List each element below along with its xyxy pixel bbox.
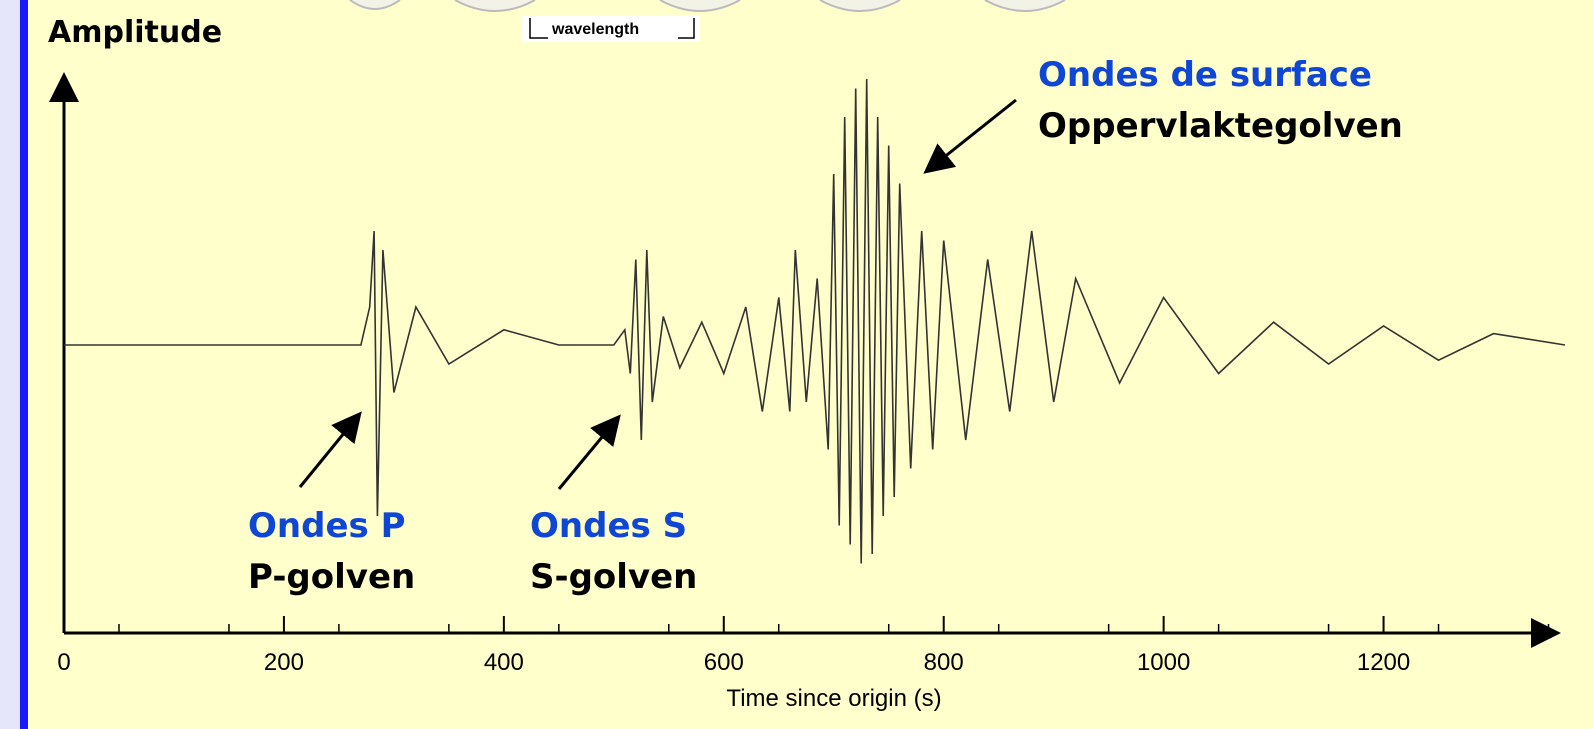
p-wave-label-fr: Ondes P (248, 506, 406, 546)
x-tick-label: 600 (704, 649, 744, 676)
seismogram-trace (64, 78, 1566, 564)
p-wave-arrow (298, 411, 362, 488)
s-wave-arrow (557, 414, 621, 490)
x-axis-ticks: 0 200 400 600 800 1000 1200 (57, 616, 1550, 676)
p-wave-label-nl: P-golven (248, 557, 415, 597)
wavelength-label-box (522, 16, 700, 42)
x-tick-label: 200 (264, 649, 304, 676)
x-tick-label: 400 (484, 649, 524, 676)
left-side-panel (0, 0, 20, 729)
y-axis-label: Amplitude (48, 15, 222, 50)
x-tick-label: 1000 (1137, 649, 1190, 676)
wavelength-inset: wavelength (349, 0, 1066, 42)
x-tick-label: 1200 (1357, 649, 1410, 676)
surface-wave-arrow (923, 98, 1017, 174)
wavelength-bracket (529, 18, 695, 39)
s-wave-label-fr: Ondes S (530, 506, 687, 546)
x-axis-label: Time since origin (s) (726, 685, 941, 712)
wavelength-label: wavelength (551, 21, 639, 38)
x-tick-label: 800 (924, 649, 964, 676)
x-tick-label: 0 (57, 649, 70, 676)
surface-wave-label-fr: Ondes de surface (1038, 55, 1372, 95)
s-wave-label-nl: S-golven (530, 557, 697, 597)
left-side-stripe (20, 0, 28, 729)
surface-wave-label-nl: Oppervlaktegolven (1038, 106, 1403, 146)
